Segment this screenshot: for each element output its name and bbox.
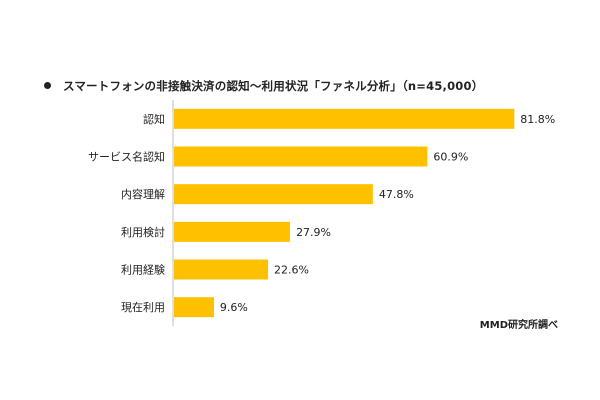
bar-5	[174, 297, 214, 318]
value-label: 27.9%	[296, 226, 331, 239]
category-label: サービス名認知	[88, 150, 165, 164]
value-label: 81.8%	[520, 113, 555, 126]
category-label: 認知	[143, 112, 165, 126]
value-label: 9.6%	[220, 301, 248, 314]
value-label: 22.6%	[274, 264, 309, 277]
value-label: 47.8%	[379, 188, 414, 201]
bar-1	[174, 146, 428, 167]
bars-group: 認知 81.8% サービス名認知 60.9% 内容理解 47.8% 利用検討 27.9% 利用経…	[88, 108, 555, 318]
category-label: 内容理解	[121, 187, 165, 201]
chart-title: スマートフォンの非接触決済の認知～利用状況「ファネル分析」（n=45,000）	[44, 78, 483, 94]
bar-3	[174, 221, 291, 242]
bar-4	[174, 259, 269, 280]
bar-2	[174, 184, 373, 205]
category-label: 現在利用	[121, 301, 165, 314]
source-note: MMD研究所調べ	[479, 320, 558, 331]
chart-title-text: スマートフォンの非接触決済の認知～利用状況「ファネル分析」（n=45,000）	[63, 79, 484, 93]
category-label: 利用検討	[121, 225, 165, 239]
bullet-icon	[44, 82, 51, 89]
category-label: 利用経験	[121, 263, 165, 277]
value-label: 60.9%	[433, 151, 468, 164]
bar-0	[174, 108, 515, 129]
